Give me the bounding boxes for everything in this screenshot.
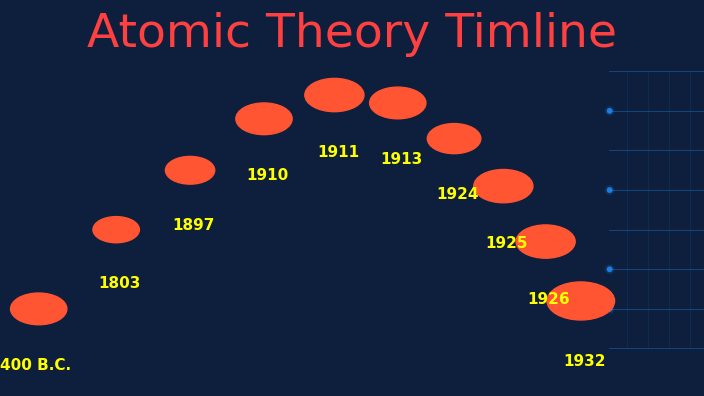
Circle shape [427,124,481,154]
Point [604,187,615,193]
Circle shape [547,282,615,320]
Text: 1911: 1911 [317,145,359,160]
Text: 1910: 1910 [246,168,289,183]
Circle shape [165,156,215,184]
Text: 1925: 1925 [486,236,528,251]
Point [604,306,615,312]
Text: 1803: 1803 [99,276,141,291]
Circle shape [236,103,292,135]
Circle shape [305,78,364,112]
Text: Atomic Theory Timline: Atomic Theory Timline [87,12,617,57]
Text: 1932: 1932 [563,354,605,369]
Circle shape [370,87,426,119]
Text: 1897: 1897 [172,218,215,233]
Point [604,306,615,312]
Point [604,187,615,193]
Circle shape [11,293,67,325]
Point [604,266,615,272]
Point [604,108,615,114]
Text: 1924: 1924 [436,187,479,202]
Circle shape [516,225,575,258]
Text: 1913: 1913 [380,152,422,168]
Circle shape [474,169,533,203]
Point [604,266,615,272]
Point [604,108,615,114]
Text: 400 B.C.: 400 B.C. [0,358,71,373]
Circle shape [93,217,139,243]
Text: 1926: 1926 [528,292,570,307]
